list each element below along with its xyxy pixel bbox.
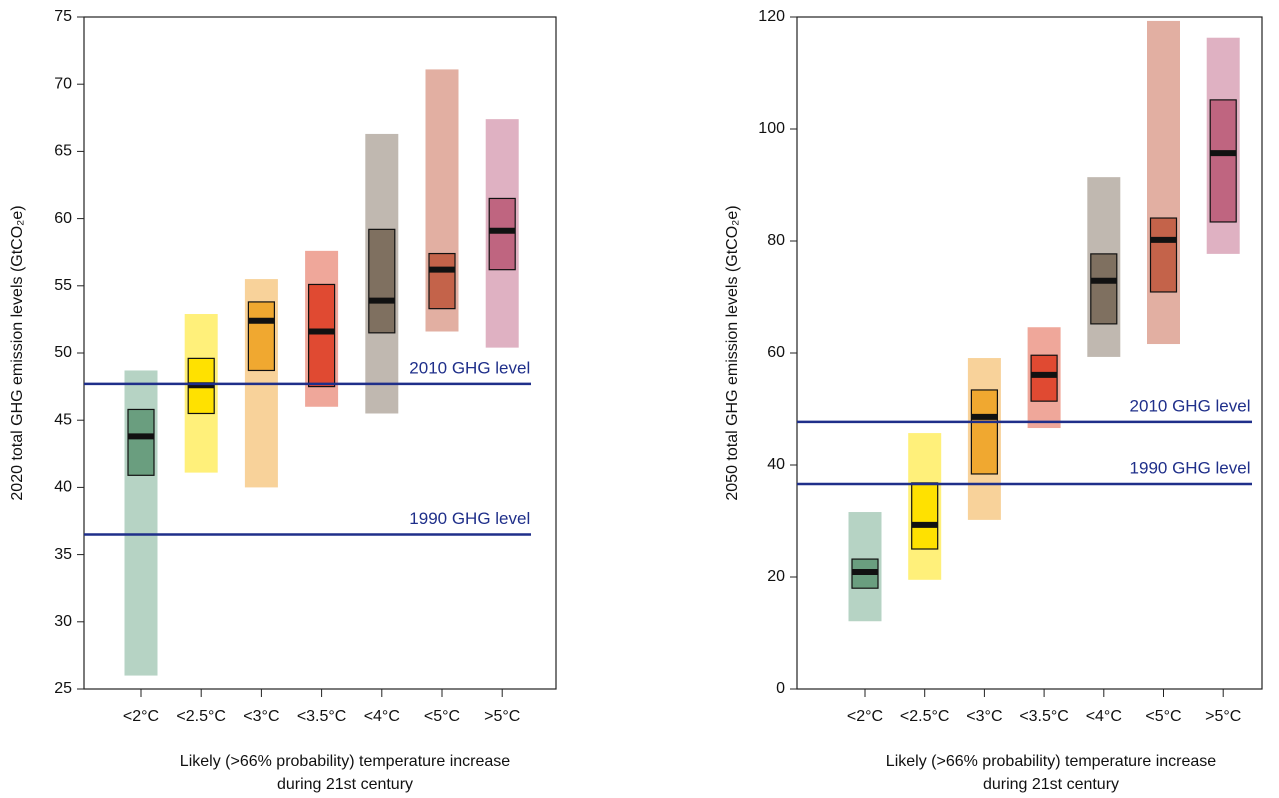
- x-tick-label: <4°C: [1086, 708, 1122, 725]
- y-axis-label: 2050 total GHG emission levels (GtCO₂e): [724, 205, 741, 500]
- y-tick-label: 25: [54, 680, 72, 697]
- x-tick-label: <2.5°C: [176, 708, 226, 725]
- y-tick-label: 40: [54, 479, 72, 496]
- reference-label: 2010 GHG level: [1130, 396, 1251, 415]
- y-tick-label: 0: [776, 680, 785, 697]
- y-tick-label: 60: [767, 344, 785, 361]
- range-bar: [1147, 20, 1180, 345]
- x-tick-label: >5°C: [1205, 708, 1241, 725]
- box: [1149, 217, 1178, 293]
- y-tick-label: 45: [54, 411, 72, 428]
- y-tick-label: 120: [758, 8, 785, 25]
- x-tick-label: <3°C: [243, 708, 279, 725]
- y-tick-label: 65: [54, 143, 72, 160]
- x-tick-label: >5°C: [484, 708, 520, 725]
- x-tick-label: <5°C: [1145, 708, 1181, 725]
- box: [127, 408, 155, 476]
- y-tick-label: 40: [767, 456, 785, 473]
- y-tick-label: 30: [54, 613, 72, 630]
- box: [970, 389, 999, 475]
- y-tick-label: 35: [54, 546, 72, 563]
- box: [368, 228, 396, 334]
- x-axis-label: Likely (>66% probability) temperature in…: [180, 753, 510, 770]
- box: [1030, 354, 1058, 402]
- x-axis-label: during 21st century: [277, 776, 413, 793]
- y-tick-label: 20: [767, 568, 785, 585]
- box: [247, 301, 275, 372]
- x-tick-label: <2°C: [847, 708, 883, 725]
- box: [1090, 253, 1118, 325]
- y-tick-label: 100: [758, 120, 785, 137]
- box: [488, 197, 516, 271]
- reference-label: 1990 GHG level: [1130, 459, 1251, 478]
- x-tick-label: <2.5°C: [900, 708, 950, 725]
- reference-label: 2010 GHG level: [409, 358, 530, 377]
- y-tick-label: 55: [54, 277, 72, 294]
- box: [911, 482, 939, 550]
- x-tick-label: <2°C: [123, 708, 159, 725]
- y-tick-label: 80: [767, 232, 785, 249]
- x-tick-label: <3°C: [966, 708, 1002, 725]
- x-axis-label: Likely (>66% probability) temperature in…: [886, 753, 1216, 770]
- x-tick-label: <4°C: [364, 708, 400, 725]
- y-axis-label: 2020 total GHG emission levels (GtCO₂e): [9, 205, 26, 500]
- box: [1209, 99, 1237, 223]
- y-tick-label: 60: [54, 210, 72, 227]
- x-tick-label: <3.5°C: [297, 708, 347, 725]
- box: [308, 283, 336, 388]
- x-tick-label: <3.5°C: [1019, 708, 1069, 725]
- y-tick-label: 75: [54, 8, 72, 25]
- reference-label: 1990 GHG level: [409, 509, 530, 528]
- y-tick-label: 50: [54, 344, 72, 361]
- x-axis-label: during 21st century: [983, 776, 1119, 793]
- y-tick-label: 70: [54, 75, 72, 92]
- x-tick-label: <5°C: [424, 708, 460, 725]
- box: [428, 252, 456, 310]
